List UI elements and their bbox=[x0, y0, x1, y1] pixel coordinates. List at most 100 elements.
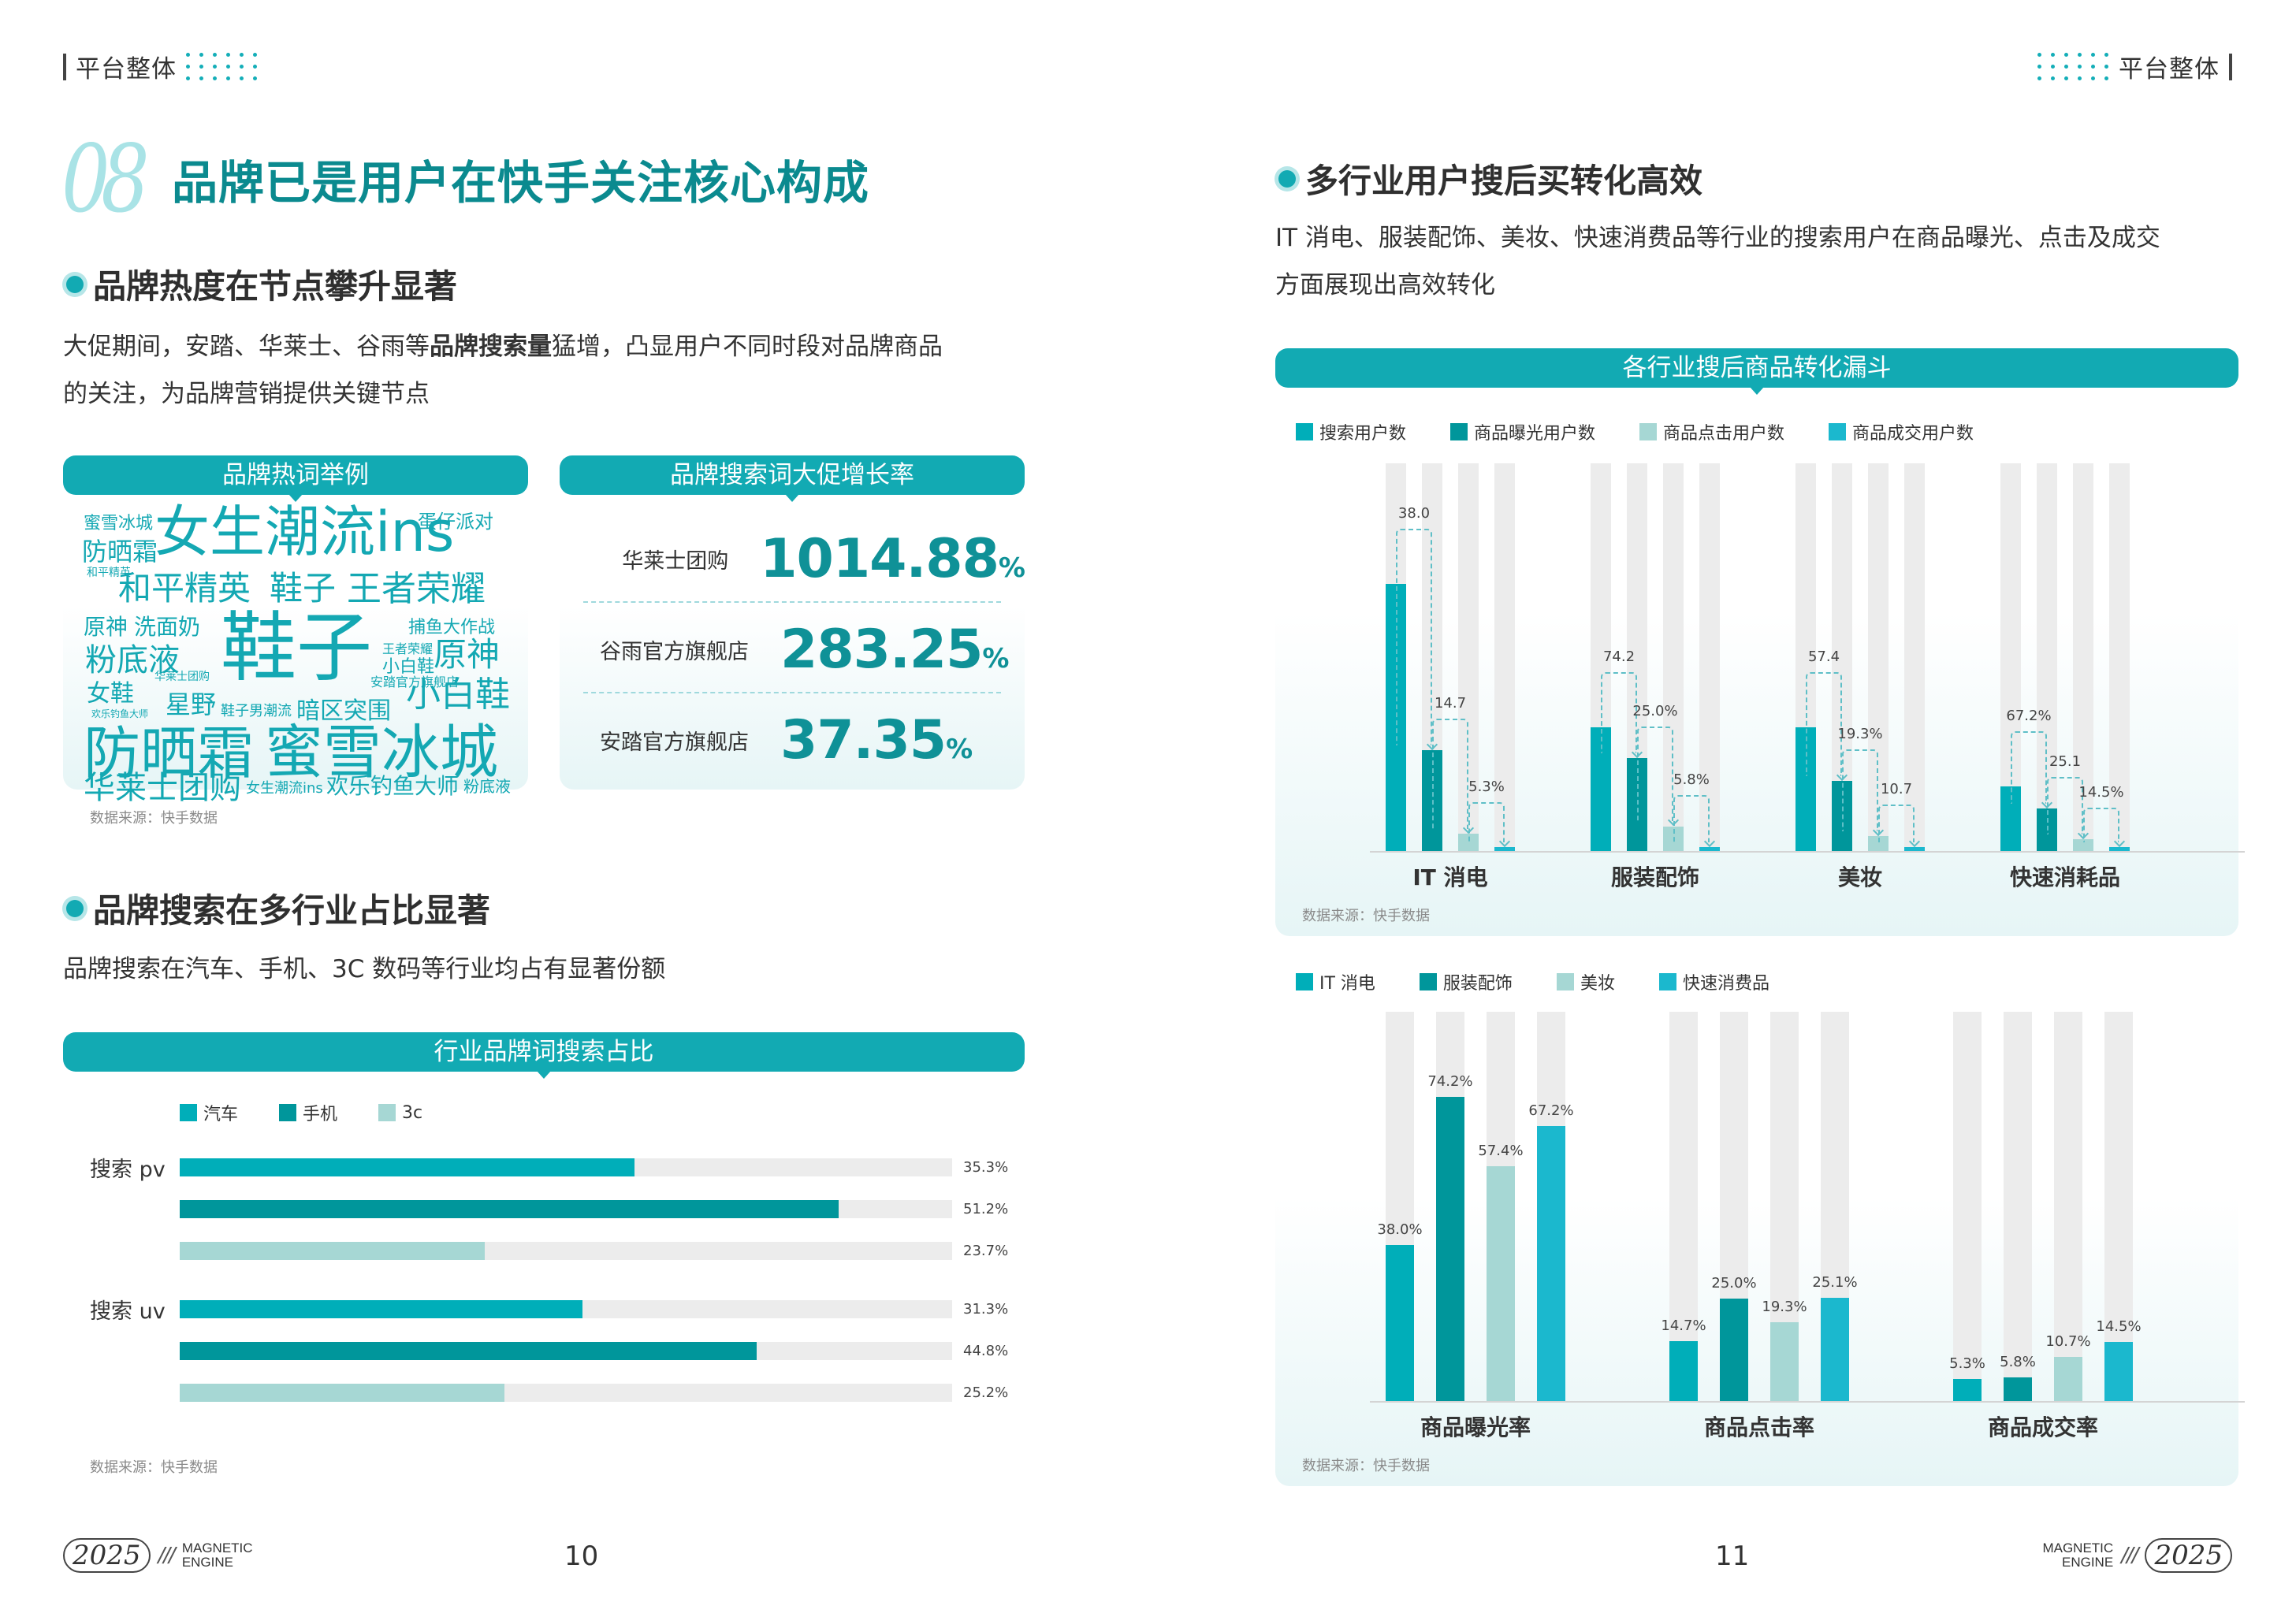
bar-value: 67.2% bbox=[1528, 1102, 1574, 1119]
flow-arrow-icon bbox=[1878, 805, 1915, 843]
legend-label: 3c bbox=[402, 1102, 423, 1123]
bar bbox=[1386, 1245, 1414, 1401]
bar-track bbox=[1487, 1012, 1515, 1401]
step-label: 57.4 bbox=[1807, 648, 1840, 665]
flow-arrow-icon bbox=[2047, 776, 2083, 835]
bullet-icon bbox=[1278, 169, 1296, 188]
legend-swatch bbox=[1639, 423, 1658, 440]
bar bbox=[180, 1300, 583, 1318]
bar bbox=[1436, 1097, 1464, 1401]
bar-track bbox=[1699, 463, 1720, 851]
bar bbox=[1669, 1340, 1698, 1401]
flow-arrow-icon bbox=[1673, 794, 1710, 843]
legend-label: 美妆 bbox=[1580, 974, 1615, 994]
bar-value: 25.2% bbox=[963, 1384, 1009, 1401]
chart-legend: 汽车 手机 3c bbox=[180, 1100, 463, 1125]
legend-swatch bbox=[378, 1104, 396, 1121]
flow-arrow-icon bbox=[1601, 671, 1637, 753]
bar bbox=[1904, 847, 1925, 851]
year-badge: 2025 bbox=[63, 1538, 151, 1573]
legend-swatch bbox=[1829, 423, 1847, 440]
step-label: 5.8% bbox=[1673, 771, 1710, 788]
category-label: 快速消耗品 bbox=[2009, 864, 2121, 890]
bar-track bbox=[2104, 1012, 2133, 1401]
flow-arrow-icon bbox=[1396, 528, 1432, 746]
step-label: 74.2 bbox=[1602, 648, 1635, 665]
legend-label: 搜索用户数 bbox=[1319, 424, 1407, 444]
legend-label: IT 消电 bbox=[1319, 974, 1375, 994]
legend-swatch bbox=[1556, 973, 1574, 990]
divider bbox=[2229, 53, 2232, 80]
legend-item: 快速消费品 bbox=[1658, 969, 1769, 994]
section-tag: 平台整体 bbox=[63, 49, 258, 84]
page-right: 平台整体 多行业用户搜后买转化高效 IT 消电、服装配饰、美妆、快速消费品等行业… bbox=[1148, 0, 2295, 1613]
bar bbox=[1953, 1379, 1982, 1401]
bar-value: 5.3% bbox=[1949, 1355, 1985, 1373]
growth-value: 1014.88% bbox=[760, 528, 1025, 590]
bar bbox=[2004, 1377, 2032, 1401]
bullet-icon bbox=[66, 275, 84, 293]
bar-value: 51.2% bbox=[963, 1201, 1009, 1217]
dashed-divider bbox=[583, 601, 1001, 603]
wordcloud-card: 品牌热词举例 蜜雪冰城 女生潮流ins 蛋仔派对 防晒霜 和平精英 和平精英 鞋… bbox=[63, 455, 528, 804]
page-left: 平台整体 08 品牌已是用户在快手关注核心构成 品牌热度在节点攀升显著 大促期间… bbox=[61, 49, 1025, 1573]
legend-swatch bbox=[180, 1104, 197, 1121]
funnel-card-title: 各行业搜后商品转化漏斗 bbox=[1275, 348, 2238, 395]
bar-track bbox=[2004, 1012, 2032, 1401]
legend-label: 商品点击用户数 bbox=[1663, 424, 1785, 444]
step-label: 67.2% bbox=[2006, 708, 2052, 725]
bar-value: 74.2% bbox=[1427, 1073, 1473, 1091]
bar-track bbox=[180, 1384, 952, 1402]
bar-value: 25.1% bbox=[1812, 1274, 1858, 1292]
legend-swatch bbox=[1450, 423, 1468, 440]
section-heading-conversion: 多行业用户搜后买转化高效 bbox=[1278, 154, 1702, 203]
bar bbox=[2054, 1357, 2082, 1401]
bar-track bbox=[1669, 1012, 1698, 1401]
chart-legend: 搜索用户数 商品曝光用户数 商品点击用户数 商品成交用户数 bbox=[1296, 419, 2018, 444]
growth-card-title: 品牌搜索词大促增长率 bbox=[560, 455, 1025, 502]
category-label: 搜索 uv bbox=[90, 1299, 166, 1324]
bar-track bbox=[1663, 463, 1684, 851]
bar-track bbox=[180, 1200, 952, 1218]
flow-arrow-icon bbox=[1468, 801, 1505, 843]
bar-track bbox=[1953, 1012, 1982, 1401]
growth-value: 37.35% bbox=[780, 709, 973, 771]
bar bbox=[1494, 847, 1515, 851]
bar-track bbox=[1494, 463, 1515, 851]
section-tag-label: 平台整体 bbox=[2119, 55, 2220, 84]
bar bbox=[1821, 1298, 1849, 1401]
legend-label: 服装配饰 bbox=[1442, 974, 1513, 994]
bar-track bbox=[1770, 1012, 1799, 1401]
dot-grid-icon bbox=[186, 52, 258, 81]
bar bbox=[1770, 1321, 1799, 1401]
footer-logo: MAGNETIC ENGINE /// 2025 bbox=[2042, 1538, 2232, 1573]
bullet-icon bbox=[66, 899, 84, 917]
legend-label: 汽车 bbox=[203, 1105, 239, 1124]
growth-row: 安踏官方旗舰店 37.35% bbox=[600, 709, 973, 771]
rates-card: IT 消电 服装配饰 美妆 快速消费品 38.0% 74.2% 57.4% 67.2% 商品曝… bbox=[1275, 961, 2245, 1486]
x-axis bbox=[1370, 851, 2245, 853]
growth-row: 谷雨官方旗舰店 283.25% bbox=[600, 619, 1009, 681]
bar-value: 14.5% bbox=[2096, 1318, 2142, 1335]
bar bbox=[180, 1384, 504, 1402]
data-source: 数据来源：快手数据 bbox=[1302, 1458, 1430, 1474]
bar bbox=[1537, 1125, 1565, 1401]
growth-row: 华莱士团购 1014.88% bbox=[622, 528, 1025, 590]
bar-value: 19.3% bbox=[1762, 1298, 1807, 1315]
bar-track bbox=[1904, 463, 1925, 851]
bar-track bbox=[180, 1158, 952, 1176]
category-label: 商品曝光率 bbox=[1420, 1414, 1531, 1440]
step-label: 14.5% bbox=[2078, 784, 2124, 801]
section-paragraph: 品牌搜索在汽车、手机、3C 数码等行业均占有显著份额 bbox=[63, 955, 666, 983]
step-label: 25.1 bbox=[2049, 753, 2082, 770]
bar-value: 35.3% bbox=[963, 1159, 1009, 1176]
legend-item: 汽车 bbox=[180, 1100, 238, 1125]
legend-item: 3c bbox=[378, 1103, 422, 1123]
legend-item: 商品曝光用户数 bbox=[1450, 419, 1595, 444]
legend-label: 商品成交用户数 bbox=[1852, 424, 1974, 444]
category-label: 美妆 bbox=[1837, 864, 1883, 890]
step-label: 19.3% bbox=[1837, 726, 1883, 743]
data-source: 数据来源：快手数据 bbox=[1302, 908, 1430, 924]
legend-item: 服装配饰 bbox=[1419, 969, 1513, 994]
flow-arrow-icon bbox=[2083, 808, 2119, 843]
